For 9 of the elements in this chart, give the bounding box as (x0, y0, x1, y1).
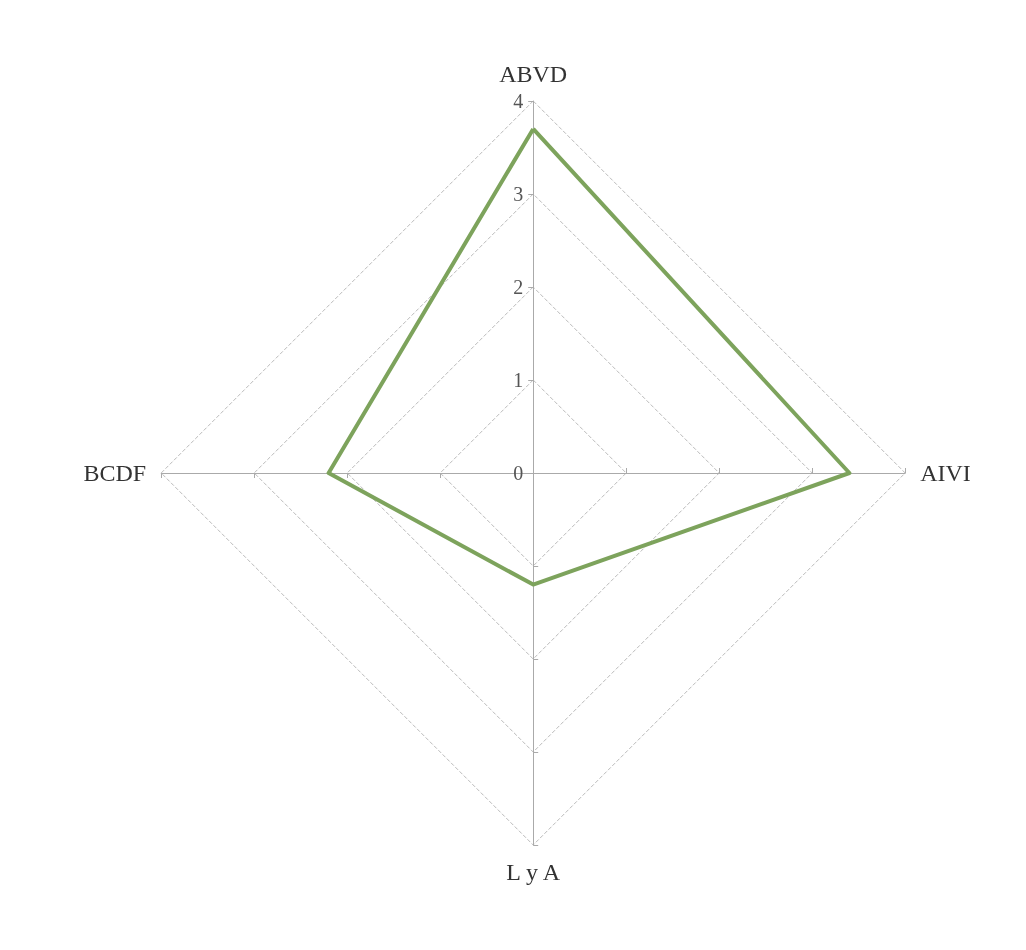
y-tick-label: 1 (513, 369, 524, 391)
spoke-label: BCDF (83, 460, 147, 486)
y-tick-label: 4 (513, 90, 524, 112)
y-tick-label: 0 (513, 462, 524, 484)
y-tick-label: 3 (513, 183, 524, 205)
y-tick-label: 2 (513, 276, 524, 298)
spoke-label: ABVD (499, 61, 568, 87)
spoke-label: AIVI (920, 460, 971, 486)
spoke-label: L y A (506, 859, 561, 885)
